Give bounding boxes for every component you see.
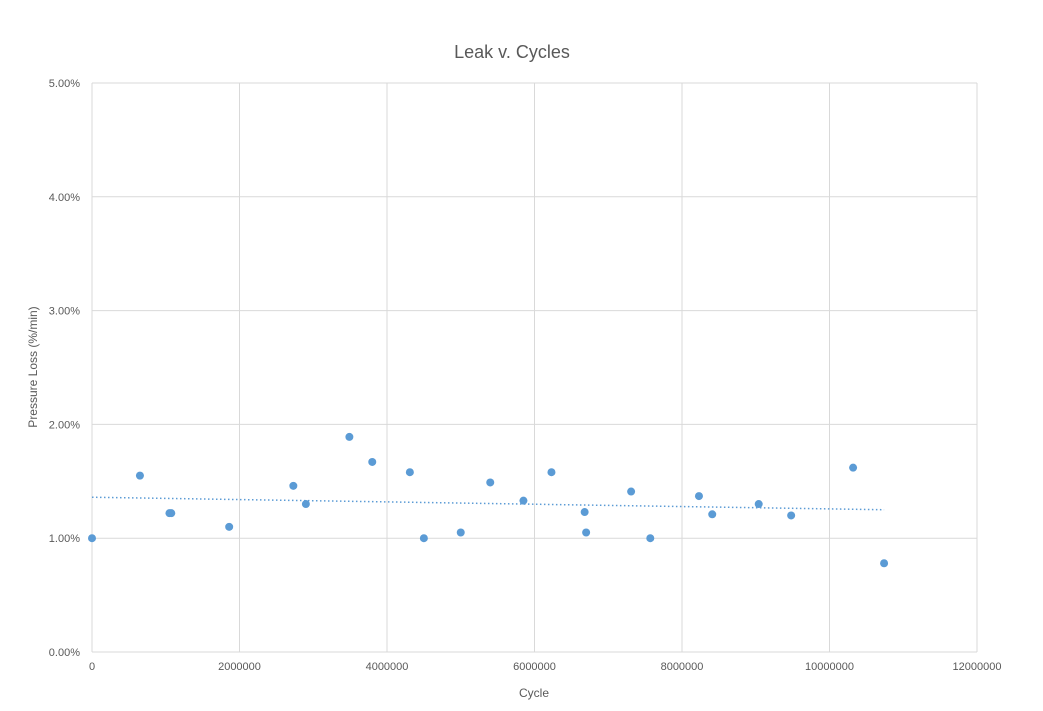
data-point bbox=[519, 496, 528, 505]
data-point bbox=[787, 511, 796, 520]
data-point bbox=[368, 457, 377, 466]
axes bbox=[91, 83, 977, 653]
data-point bbox=[345, 432, 354, 441]
data-point bbox=[225, 522, 234, 531]
y-tick-label: 1.00% bbox=[49, 533, 80, 545]
x-tick-label: 0 bbox=[89, 661, 95, 673]
x-axis-title: Cycle bbox=[519, 686, 549, 700]
data-point bbox=[167, 509, 176, 518]
y-tick-label: 0.00% bbox=[49, 647, 80, 659]
y-tick-label: 4.00% bbox=[49, 192, 80, 204]
x-tick-label: 10000000 bbox=[805, 661, 854, 673]
x-tick-label: 2000000 bbox=[218, 661, 261, 673]
y-tick-label: 2.00% bbox=[49, 419, 80, 431]
data-point bbox=[419, 534, 428, 543]
y-axis-title: Pressure Loss (%/min) bbox=[26, 306, 40, 427]
data-point bbox=[135, 471, 144, 480]
x-tick-label: 4000000 bbox=[366, 661, 409, 673]
data-point bbox=[754, 500, 763, 509]
data-point bbox=[582, 528, 591, 537]
x-tick-label: 8000000 bbox=[661, 661, 704, 673]
x-tick-label: 12000000 bbox=[953, 661, 1002, 673]
y-tick-label: 5.00% bbox=[49, 78, 80, 90]
data-point bbox=[486, 478, 495, 487]
chart-title: Leak v. Cycles bbox=[454, 42, 570, 62]
data-point bbox=[849, 463, 858, 472]
data-point bbox=[708, 510, 717, 519]
data-point bbox=[88, 534, 96, 543]
x-axis-ticks: 0 2000000 4000000 6000000 8000000 10000000 120… bbox=[89, 661, 1002, 673]
data-point bbox=[694, 492, 703, 501]
data-point bbox=[880, 559, 889, 568]
data-point bbox=[405, 468, 414, 477]
data-point bbox=[456, 528, 465, 537]
y-axis-ticks: 0.00% 1.00% 2.00% 3.00% 4.00% 5.00% bbox=[49, 78, 80, 659]
data-points bbox=[88, 432, 889, 568]
gridlines bbox=[92, 82, 978, 652]
data-point bbox=[547, 468, 556, 477]
linear-trendline bbox=[91, 496, 885, 511]
x-tick-label: 6000000 bbox=[513, 661, 556, 673]
y-tick-label: 3.00% bbox=[49, 306, 80, 318]
data-point bbox=[646, 534, 655, 543]
data-point bbox=[289, 481, 298, 490]
trendline-group bbox=[91, 496, 885, 511]
data-point bbox=[627, 487, 636, 496]
data-point bbox=[580, 508, 589, 517]
data-point bbox=[301, 500, 310, 509]
